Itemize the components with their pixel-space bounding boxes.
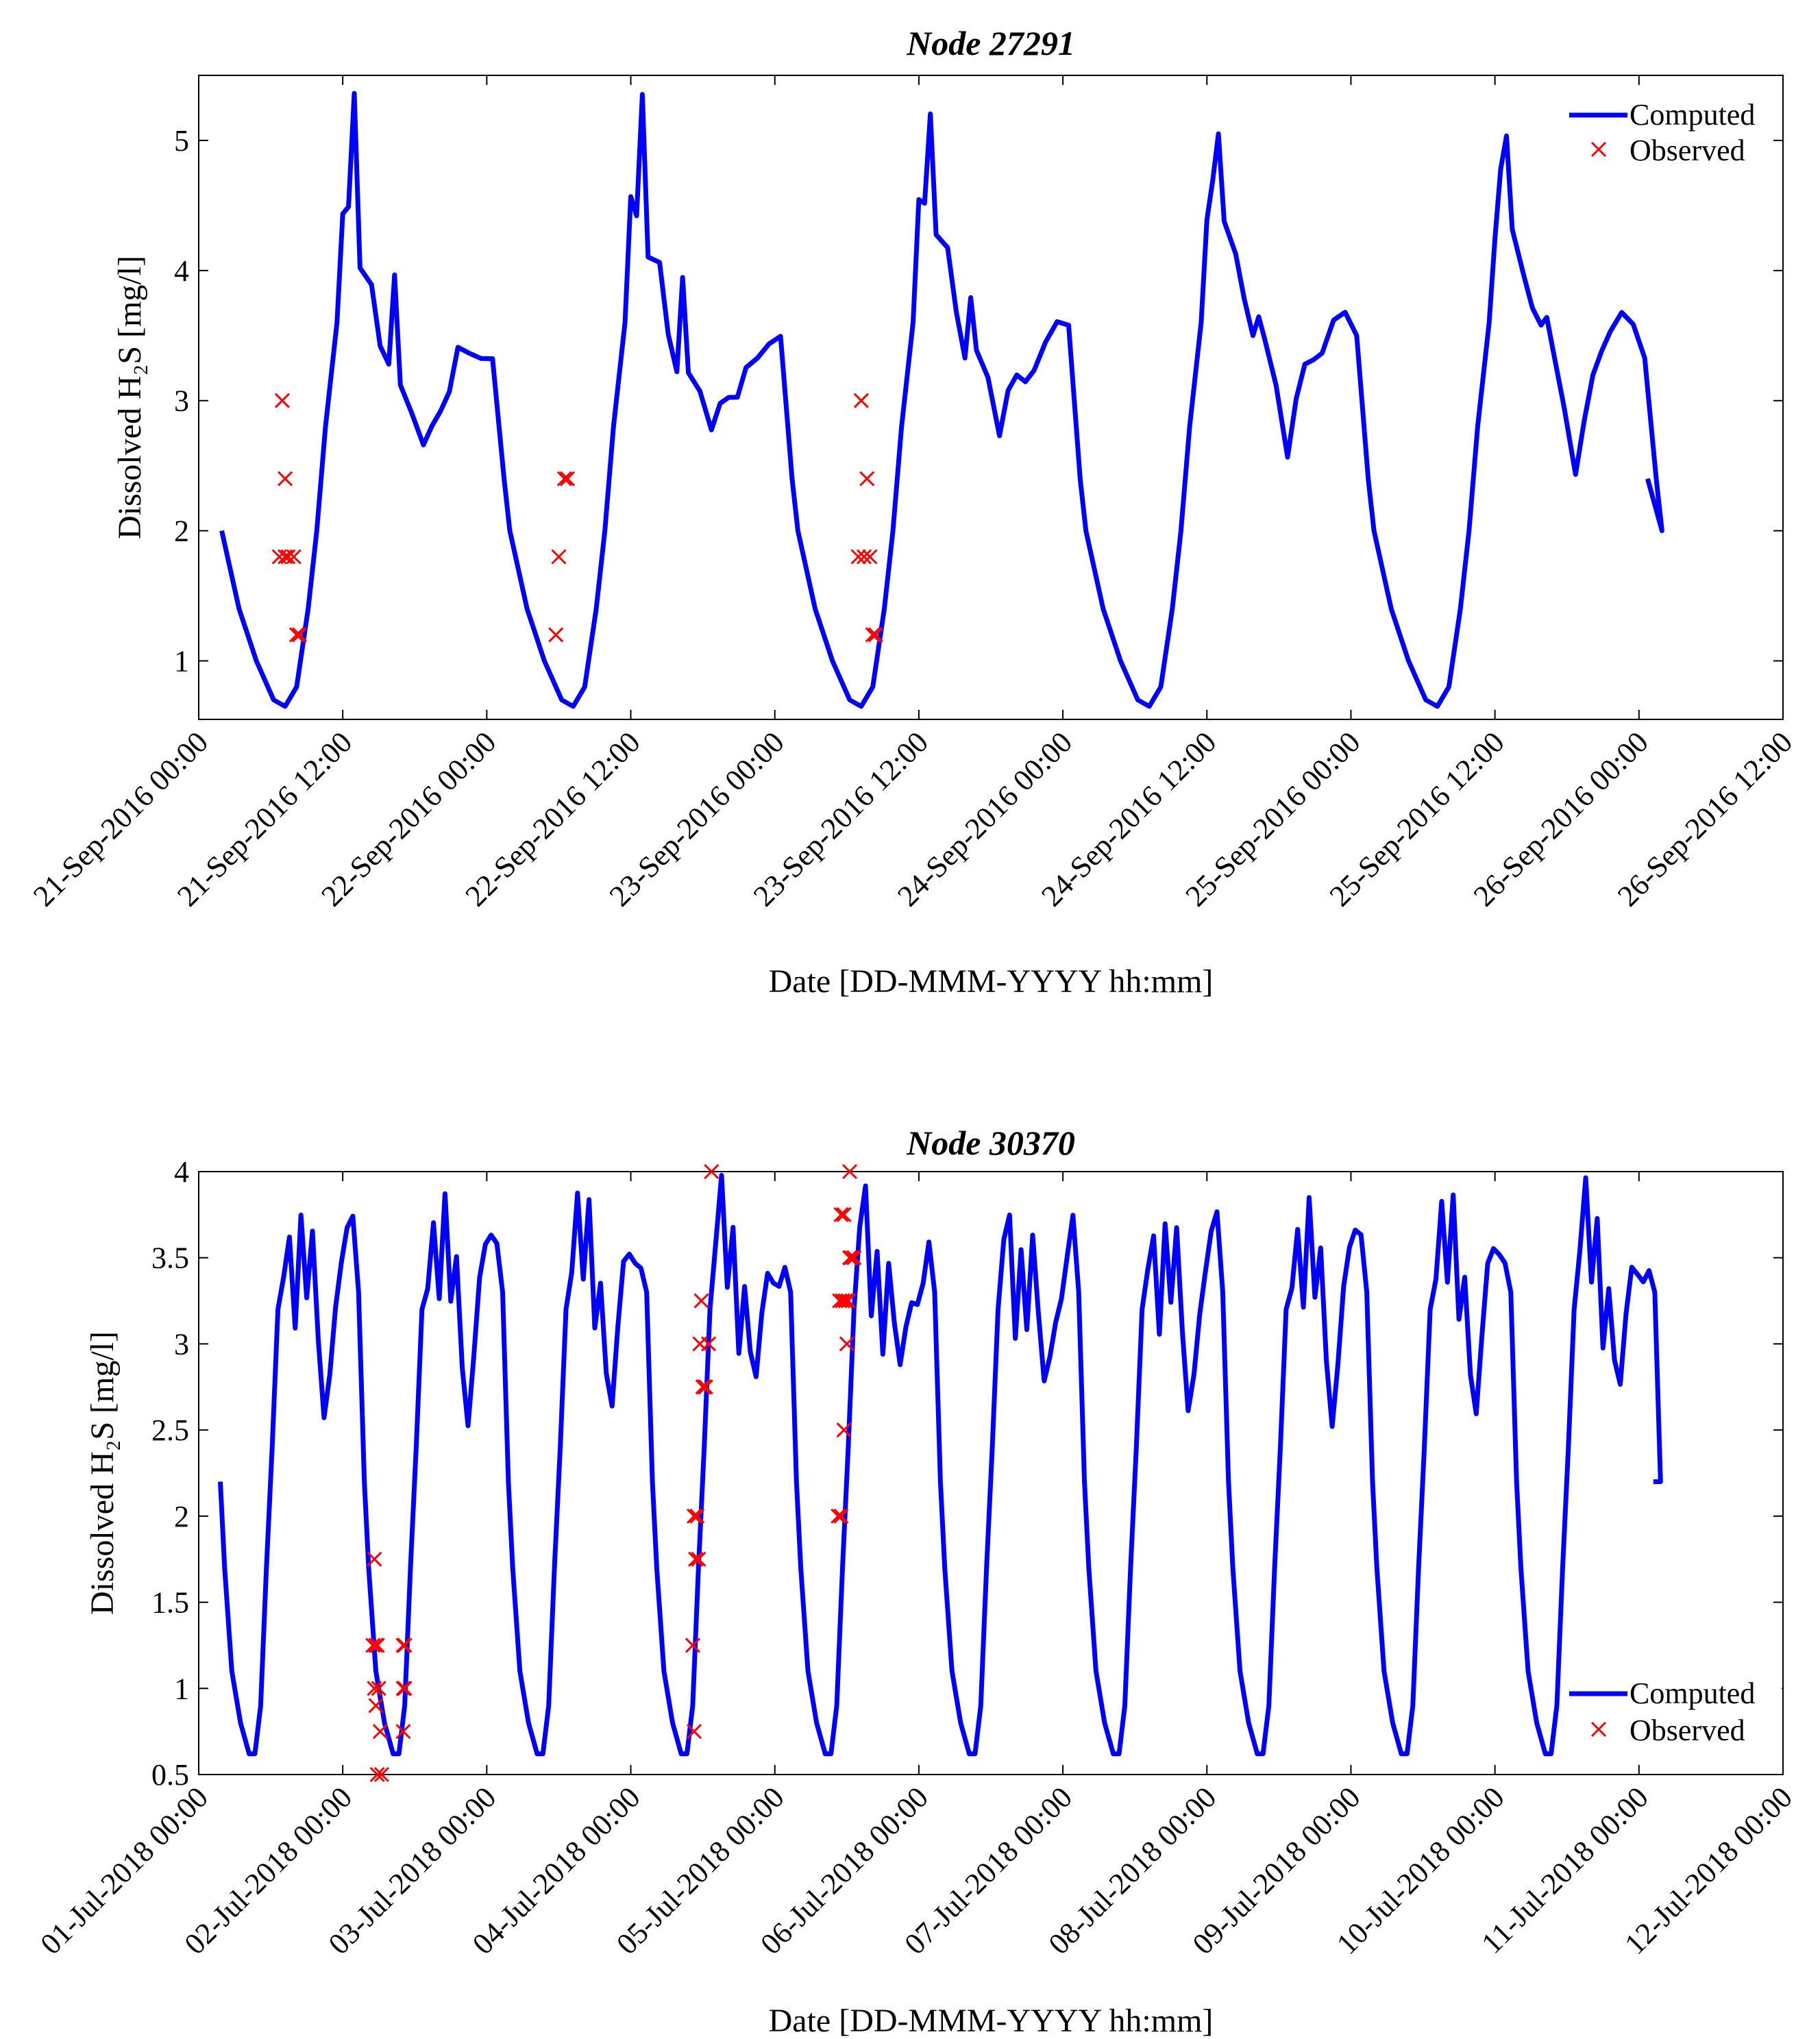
- chart-2-observed-point: [840, 1293, 856, 1309]
- chart-1-legend-observed-marker: [1590, 141, 1607, 158]
- chart-2-observed-point: [704, 1163, 720, 1180]
- chart-1-observed-point: [850, 549, 866, 565]
- chart-1-y-tick-label: 2: [174, 515, 189, 548]
- chart-1-y-tick-label: 1: [174, 645, 189, 678]
- chart-1-legend-computed-label: Computed: [1630, 98, 1755, 132]
- chart-2-y-axis-label: Dissolved H₂S [mg/l]: [84, 1331, 121, 1615]
- chart-2-observed-point: [369, 1638, 385, 1653]
- chart-1-observed-point: [288, 627, 304, 643]
- chart-1-observed-point: [556, 471, 572, 486]
- chart-1-plot-frame: [198, 75, 1784, 720]
- chart-1-observed-point: [859, 471, 875, 486]
- chart-1-computed-line: [219, 90, 1664, 709]
- chart-1-observed-point: [292, 627, 308, 643]
- chart-2-observed-point: [372, 1724, 388, 1740]
- chart-1-observed-point: [274, 393, 290, 408]
- chart-2-observed-point: [367, 1551, 382, 1567]
- chart-2-observed-point: [836, 1422, 852, 1438]
- chart-1-observed-point: [560, 471, 576, 486]
- chart-2-observed-point: [368, 1698, 384, 1714]
- chart-2-legend-observed-label: Observed: [1630, 1714, 1745, 1747]
- chart-2-observed-point: [688, 1551, 704, 1567]
- chart-1-y-tick-label: 5: [174, 124, 189, 158]
- chart-2-observed-point: [373, 1766, 389, 1783]
- chart-1-observed-point: [865, 627, 881, 643]
- chart-2-observed-point: [846, 1250, 862, 1265]
- chart-2-observed-point: [365, 1638, 381, 1653]
- chart-1-observed-point: [862, 549, 878, 565]
- chart-2-y-tick-label: 2: [174, 1500, 189, 1533]
- chart-1-x-axis-label: Date [DD-MMM-YYYY hh:mm]: [769, 963, 1214, 1000]
- chart-2-observed-point: [397, 1681, 413, 1696]
- chart-2-computed-line: [218, 1172, 1663, 1757]
- chart-2-observed-point: [686, 1724, 702, 1740]
- chart-2-observed-point: [371, 1681, 386, 1696]
- chart-2-y-axis: 0.5 1 1.5 2 2.5 3 3.5 4: [151, 1155, 1783, 1792]
- chart-2-observed-point: [395, 1724, 411, 1740]
- chart-2-y-tick-label: 1: [174, 1672, 189, 1705]
- chart-1-observed-markers: [271, 393, 883, 643]
- chart-1-y-axis-label: Dissolved H₂S [mg/l]: [112, 256, 148, 539]
- chart-2-observed-point: [691, 1551, 706, 1567]
- chart-1-observed-point: [856, 549, 872, 565]
- chart-2-observed-point: [700, 1336, 717, 1352]
- chart-2-y-tick-label: 1.5: [151, 1586, 189, 1620]
- chart-1-observed-point: [548, 627, 564, 643]
- chart-2-observed-point: [698, 1379, 713, 1395]
- chart-2-y-tick-label: 4: [174, 1155, 189, 1189]
- chart-2-observed-point: [367, 1681, 382, 1696]
- chart-1-observed-point: [853, 393, 869, 408]
- chart-2-observed-point: [837, 1293, 853, 1309]
- chart-1-title: Node 27291: [906, 24, 1075, 62]
- chart-2-observed-point: [397, 1638, 413, 1653]
- chart-1-y-axis: 1 2 3 4 5: [174, 124, 1783, 678]
- chart-1-legend: Computed Observed: [1569, 98, 1755, 167]
- chart-2-observed-point: [833, 1508, 849, 1524]
- chart-2-title: Node 30370: [906, 1124, 1075, 1162]
- chart-2-observed-point: [833, 1207, 849, 1222]
- chart-1-observed-point: [551, 549, 567, 565]
- chart-2-observed-point: [839, 1336, 854, 1352]
- chart-2-y-tick-label: 0.5: [151, 1758, 189, 1792]
- chart-1-observed-point: [286, 549, 302, 565]
- chart-2-observed-point: [369, 1766, 385, 1783]
- chart-2-observed-point: [841, 1163, 858, 1180]
- chart-2-legend-observed-marker: [1590, 1721, 1607, 1738]
- chart-2-y-tick-label: 2.5: [151, 1413, 189, 1447]
- chart-2-x-axis-label: Date [DD-MMM-YYYY hh:mm]: [769, 2003, 1214, 2039]
- chart-1-observed-point: [278, 471, 293, 486]
- chart-2-observed-point: [835, 1293, 850, 1309]
- chart-2-observed-point: [686, 1508, 702, 1524]
- chart-2-legend-computed-label: Computed: [1630, 1677, 1755, 1710]
- chart-1-y-tick-label: 4: [174, 254, 189, 288]
- chart-2-observed-point: [844, 1250, 859, 1265]
- chart-2-observed-point: [689, 1508, 705, 1524]
- chart-2-legend: Computed Observed: [1564, 1677, 1782, 1762]
- chart-1-observed-point: [868, 627, 883, 643]
- chart-2-observed-point: [693, 1293, 709, 1309]
- chart-1-legend-observed-label: Observed: [1630, 134, 1745, 167]
- chart-1-observed-point: [280, 549, 296, 565]
- chart-2-observed-markers: [365, 1163, 862, 1783]
- chart-1-y-tick-label: 3: [174, 384, 189, 418]
- chart-2-observed-point: [831, 1508, 846, 1524]
- chart-2-plot-frame: [198, 1171, 1784, 1775]
- chart-2-y-tick-label: 3: [174, 1327, 189, 1361]
- chart-2-observed-point: [836, 1207, 852, 1222]
- chart-2-observed-point: [685, 1638, 700, 1653]
- chart-2-y-tick-label: 3.5: [151, 1241, 189, 1275]
